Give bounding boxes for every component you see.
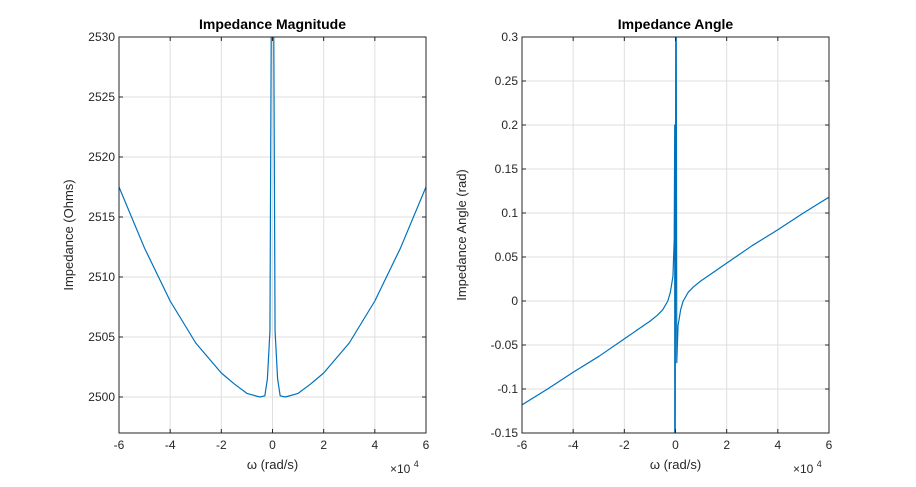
angle-y-tick-label: 0 bbox=[511, 294, 518, 308]
magnitude-x-exponent-power: 4 bbox=[414, 459, 419, 469]
magnitude-x-tick-label: 2 bbox=[320, 438, 327, 452]
magnitude-y-axis-label: Impedance (Ohms) bbox=[61, 179, 76, 290]
angle-y-tick-label: 0.05 bbox=[495, 250, 519, 264]
magnitude-y-tick-label: 2520 bbox=[88, 150, 115, 164]
angle-y-tick-label: -0.15 bbox=[491, 426, 519, 440]
magnitude-x-ticks: -6 -4 -2 0 2 4 6 bbox=[114, 37, 430, 452]
angle-x-exponent-base: ×10 bbox=[793, 462, 814, 476]
angle-x-tick-label: 6 bbox=[826, 438, 833, 452]
magnitude-x-tick-label: -6 bbox=[114, 438, 125, 452]
magnitude-y-tick-label: 2500 bbox=[88, 390, 115, 404]
magnitude-x-exponent-base: ×10 bbox=[390, 462, 411, 476]
magnitude-x-tick-label: -4 bbox=[165, 438, 176, 452]
angle-y-tick-label: 0.3 bbox=[501, 30, 518, 44]
angle-x-ticks: -6 -4 -2 0 2 4 6 bbox=[517, 37, 833, 452]
angle-x-axis-label: ω (rad/s) bbox=[650, 457, 701, 472]
angle-y-tick-label: 0.25 bbox=[495, 74, 519, 88]
magnitude-x-axis-label: ω (rad/s) bbox=[247, 457, 298, 472]
angle-y-tick-label: 0.15 bbox=[495, 162, 519, 176]
magnitude-chart-title: Impedance Magnitude bbox=[199, 16, 346, 32]
angle-x-tick-label: -4 bbox=[568, 438, 579, 452]
magnitude-y-tick-label: 2530 bbox=[88, 30, 115, 44]
magnitude-axes: -6 -4 -2 0 2 4 6 2500250525102515252025252530 … bbox=[61, 16, 430, 476]
angle-x-tick-label: 4 bbox=[774, 438, 781, 452]
magnitude-y-tick-label: 2510 bbox=[88, 270, 115, 284]
angle-x-exponent: ×10 4 bbox=[793, 459, 822, 476]
magnitude-series bbox=[119, 37, 426, 398]
angle-series bbox=[522, 37, 829, 433]
angle-y-tick-label: 0.2 bbox=[501, 118, 518, 132]
angle-x-tick-label: 0 bbox=[672, 438, 679, 452]
angle-y-axis-label: Impedance Angle (rad) bbox=[454, 169, 469, 301]
angle-y-tick-label: -0.05 bbox=[491, 338, 519, 352]
magnitude-y-tick-label: 2515 bbox=[88, 210, 115, 224]
angle-y-tick-label: -0.1 bbox=[497, 382, 518, 396]
angle-x-exponent-power: 4 bbox=[817, 459, 822, 469]
magnitude-x-tick-label: 4 bbox=[371, 438, 378, 452]
magnitude-x-tick-label: 6 bbox=[423, 438, 430, 452]
magnitude-x-tick-label: 0 bbox=[269, 438, 276, 452]
angle-x-tick-label: 2 bbox=[723, 438, 730, 452]
angle-axes: -6 -4 -2 0 2 4 6 -0.15-0.1-0.0500.050.10.150.2… bbox=[454, 16, 833, 476]
magnitude-y-ticks: 2500 2505 2510 2515 2520 2525 2530 bbox=[88, 30, 426, 404]
angle-series-line bbox=[522, 37, 829, 433]
magnitude-y-tick-label: 2505 bbox=[88, 330, 115, 344]
angle-x-tick-label: -6 bbox=[517, 438, 528, 452]
magnitude-series-line bbox=[119, 37, 426, 398]
angle-y-tick-label: 0.1 bbox=[501, 206, 518, 220]
angle-chart-title: Impedance Angle bbox=[618, 16, 734, 32]
angle-x-tick-label: -2 bbox=[619, 438, 630, 452]
magnitude-x-exponent: ×10 4 bbox=[390, 459, 419, 476]
angle-y-ticks: -0.15 -0.1 -0.05 0 0.05 0.1 0.15 0.2 0.25 0.3 bbox=[491, 30, 829, 440]
magnitude-x-tick-label: -2 bbox=[216, 438, 227, 452]
magnitude-y-tick-label: 2525 bbox=[88, 90, 115, 104]
